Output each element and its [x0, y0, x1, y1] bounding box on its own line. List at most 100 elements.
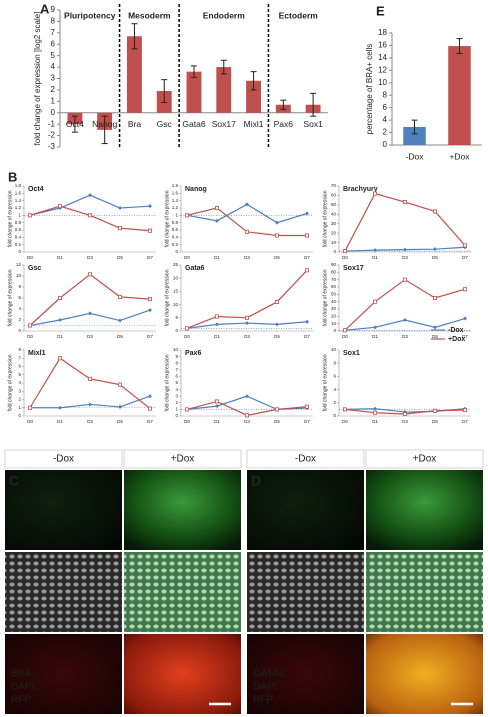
stain-label: GATA6: [253, 669, 285, 680]
x-tick-label: D3: [87, 419, 93, 424]
y-tick-label: 2: [175, 400, 178, 405]
y-tick-label: 0: [333, 328, 336, 333]
x-tick-label: D1: [57, 255, 63, 260]
marker: [215, 322, 219, 327]
y-tick-label: 1.2: [172, 205, 179, 210]
y-tick-label: 6: [333, 374, 336, 379]
y-tick-label: 2: [333, 400, 336, 405]
y-tick-label: 14: [378, 53, 387, 62]
y-tick-label: 1.6: [172, 191, 179, 196]
chart-title: Gsc: [28, 265, 41, 272]
y-axis-label: fold change of expression: [7, 354, 13, 411]
y-tick-label: 0: [51, 108, 56, 117]
marker: [462, 287, 467, 292]
panel-label: C: [9, 473, 19, 489]
stain-label: DAPI: [11, 682, 34, 693]
x-tick-label: D5: [274, 419, 280, 424]
marker: [245, 321, 249, 326]
y-tick-label: 8: [383, 90, 388, 99]
stain-label: BRA: [11, 669, 32, 680]
bar: [448, 46, 471, 145]
x-tick-label: D7: [147, 334, 153, 339]
marker: [27, 323, 32, 328]
y-tick-label: 0.6: [172, 227, 179, 232]
y-tick-label: 2: [51, 85, 56, 94]
x-tick-label: D5: [432, 255, 438, 260]
y-tick-label: 30: [331, 221, 337, 226]
y-axis-label: fold change of expression: [322, 190, 328, 247]
marker: [402, 200, 407, 205]
error-bar: [250, 71, 257, 91]
marker: [432, 209, 437, 214]
x-tick-label: D0: [27, 419, 33, 424]
x-tick-label: D5: [117, 419, 123, 424]
y-tick-label: 6: [18, 295, 21, 300]
marker: [214, 399, 219, 404]
y-tick-label: 1: [175, 407, 178, 412]
marker: [275, 322, 279, 327]
marker: [148, 394, 152, 399]
marker: [184, 326, 189, 331]
marker: [118, 206, 122, 210]
micrograph: [366, 470, 483, 550]
micrograph: [124, 634, 241, 714]
y-tick-label: 0: [175, 328, 178, 333]
marker: [403, 247, 407, 252]
y-axis-label: fold change of expression: [322, 354, 328, 411]
panel-label: E: [376, 3, 385, 18]
marker: [58, 295, 63, 300]
chart-title: Mixl1: [28, 350, 46, 357]
micrograph: [247, 634, 364, 714]
marker: [88, 213, 93, 218]
marker: [245, 202, 249, 207]
marker: [88, 376, 93, 381]
error-bar: [71, 115, 78, 133]
y-tick-label: 0.4: [15, 235, 22, 240]
y-tick-label: 8: [18, 284, 21, 289]
chart-title: Sox1: [343, 350, 360, 357]
x-tick-label: -Dox: [406, 151, 425, 161]
micrograph: [247, 552, 364, 632]
group-label: Endoderm: [203, 10, 245, 20]
y-tick-label: 0: [18, 249, 21, 254]
x-tick-label: +Dox: [449, 151, 470, 161]
y-tick-label: 0.2: [15, 242, 22, 247]
x-tick-label: Sox17: [212, 119, 236, 129]
marker: [433, 247, 437, 252]
bar: [246, 80, 261, 113]
y-tick-label: 3: [175, 393, 178, 398]
x-tick-label: D3: [402, 419, 408, 424]
x-tick-label: D5: [274, 255, 280, 260]
micrograph: [124, 470, 241, 550]
y-tick-label: 0.8: [172, 220, 179, 225]
marker: [147, 228, 152, 233]
micrograph: [366, 634, 483, 714]
y-tick-label: 25: [173, 262, 179, 267]
y-tick-label: 6: [51, 39, 56, 48]
x-tick-label: D3: [87, 255, 93, 260]
legend-label: +Dox: [448, 336, 465, 343]
y-tick-label: 5: [51, 51, 56, 60]
marker: [342, 249, 347, 254]
y-tick-label: 9: [51, 5, 56, 14]
y-tick-label: 1.6: [15, 191, 22, 196]
y-tick-label: 0.2: [172, 242, 179, 247]
y-tick-label: 1.8: [172, 183, 179, 188]
x-tick-label: D0: [27, 255, 33, 260]
marker: [274, 407, 279, 412]
marker: [118, 404, 122, 409]
x-tick-label: Pax6: [274, 119, 294, 129]
y-tick-label: 0: [175, 413, 178, 418]
y-tick-label: 20: [331, 314, 337, 319]
x-tick-label: D0: [184, 419, 190, 424]
y-tick-label: 0.6: [15, 227, 22, 232]
marker: [433, 325, 437, 330]
x-tick-label: D1: [57, 419, 63, 424]
y-axis-label: fold change of expression: [7, 269, 13, 326]
x-tick-label: D5: [117, 255, 123, 260]
y-tick-label: 2: [18, 397, 21, 402]
y-tick-label: 70: [331, 183, 337, 188]
y-tick-label: 0: [333, 249, 336, 254]
panel-label: D: [251, 473, 261, 489]
